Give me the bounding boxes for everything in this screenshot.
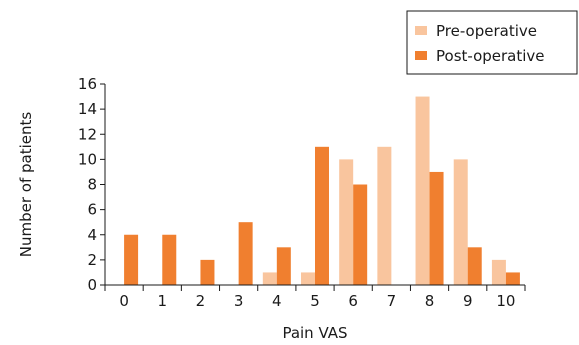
bar-post-operative-9 xyxy=(467,247,482,285)
y-axis-title: Number of patients xyxy=(17,112,35,258)
bar-post-operative-1 xyxy=(162,234,177,285)
y-tick-label: 10 xyxy=(78,150,97,168)
legend-box xyxy=(406,10,578,75)
y-tick-label: 4 xyxy=(87,226,97,244)
bar-post-operative-2 xyxy=(200,259,215,285)
bars-layer xyxy=(124,96,520,285)
x-axis-ticks: 0 1 2 3 4 5 6 7 8 9 10 xyxy=(104,285,526,310)
y-tick-label: 14 xyxy=(78,100,97,118)
bar-pre-operative-10 xyxy=(491,259,506,285)
x-tick-label: 8 xyxy=(425,292,435,310)
y-tick-label: 12 xyxy=(78,125,97,143)
legend-swatch-pre-operative xyxy=(415,26,427,35)
x-tick-label: 4 xyxy=(272,292,282,310)
legend-swatch-post-operative xyxy=(415,51,427,60)
x-tick-label: 0 xyxy=(119,292,129,310)
bar-post-operative-4 xyxy=(276,247,291,285)
x-tick-label: 3 xyxy=(234,292,244,310)
bar-pre-operative-4 xyxy=(262,272,277,285)
bar-post-operative-10 xyxy=(505,272,520,285)
y-tick-label: 0 xyxy=(87,276,97,294)
bar-post-operative-3 xyxy=(238,222,253,285)
x-tick-label: 9 xyxy=(463,292,473,310)
x-tick-label: 1 xyxy=(157,292,167,310)
x-tick-label: 6 xyxy=(348,292,358,310)
x-tick-label: 5 xyxy=(310,292,320,310)
legend-label-pre-operative: Pre-operative xyxy=(436,22,537,40)
bar-pre-operative-9 xyxy=(453,159,468,285)
bar-pre-operative-8 xyxy=(415,96,430,285)
x-axis-title: Pain VAS xyxy=(282,324,347,342)
y-axis-ticks: 0 2 4 6 8 10 12 14 16 xyxy=(78,75,105,294)
bar-post-operative-5 xyxy=(315,146,329,285)
bar-pre-operative-5 xyxy=(301,272,315,285)
bar-post-operative-0 xyxy=(124,234,139,285)
y-tick-label: 6 xyxy=(87,201,97,219)
legend-label-post-operative: Post-operative xyxy=(436,47,545,65)
y-tick-label: 16 xyxy=(78,75,97,93)
x-tick-label: 2 xyxy=(196,292,206,310)
bar-post-operative-6 xyxy=(353,184,368,285)
legend: Pre-operative Post-operative xyxy=(406,10,578,75)
bar-pre-operative-7 xyxy=(377,146,392,285)
bar-pre-operative-6 xyxy=(339,159,354,285)
y-tick-label: 8 xyxy=(87,176,97,194)
bar-post-operative-8 xyxy=(429,171,444,285)
x-tick-label: 7 xyxy=(387,292,397,310)
y-tick-label: 2 xyxy=(87,251,97,269)
x-tick-label: 10 xyxy=(496,292,515,310)
